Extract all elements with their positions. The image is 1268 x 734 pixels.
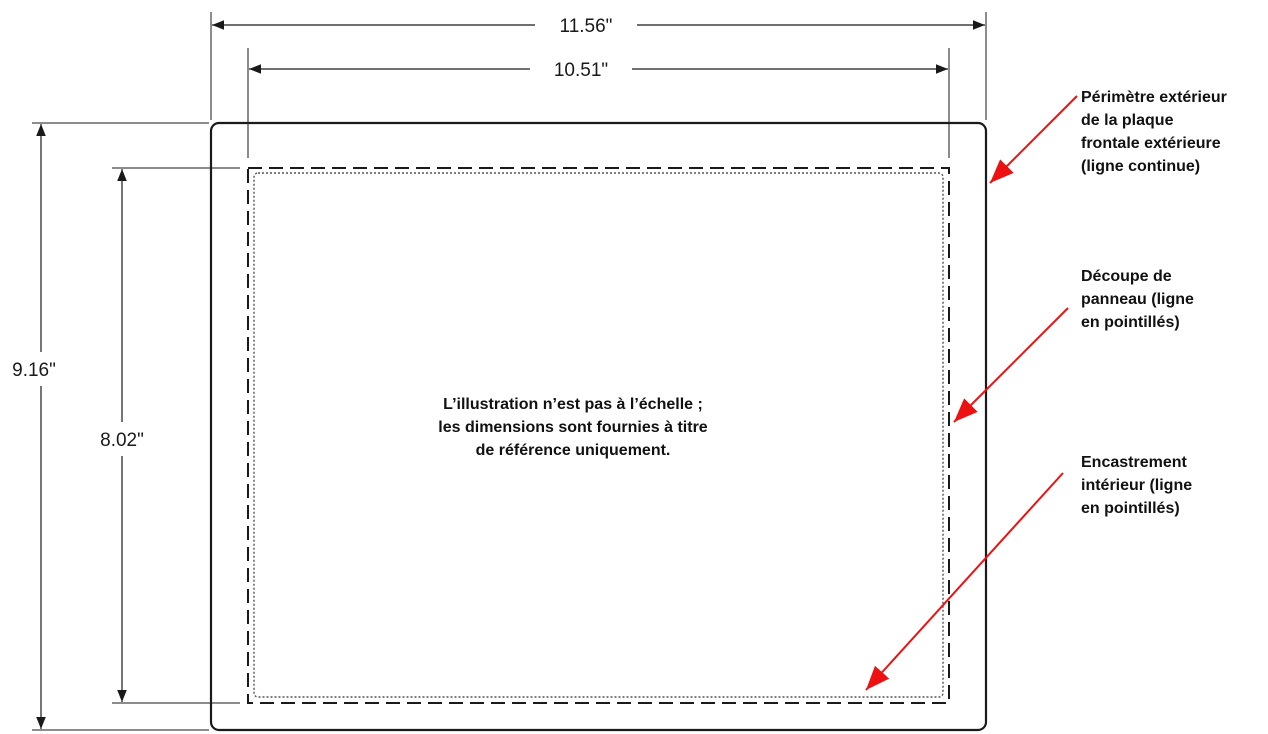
dimension-arrows [36,20,985,729]
faceplate-callout-arrow [989,95,1078,184]
scale-note-line-2: les dimensions sont fournies à titre [438,419,707,436]
outer-height-label: 9.16" [12,360,56,381]
cutout-height-label-bg [82,422,162,456]
callout-cutout-line-2: panneau (ligne [1081,291,1194,308]
cutout-callout-arrow [953,307,1069,423]
cutout-height-label: 8.02" [100,430,144,451]
outer-height-label-bg [0,352,70,386]
recess-callout-arrow [865,472,1064,691]
callout-arrows [865,95,1078,691]
callout-recess-line-3: en pointillés) [1081,500,1180,517]
scale-note-line-1: L’illustration n’est pas à l’échelle ; [443,396,703,413]
callout-recess-line-1: Encastrement [1081,454,1187,471]
panel-cutout [247,167,950,704]
callout-faceplate-label: Périmètre extérieur de la plaque frontal… [1081,89,1227,175]
callout-faceplate-line-3: frontale extérieure [1081,135,1221,152]
callout-faceplate-line-1: Périmètre extérieur [1081,89,1227,106]
callout-cutout-line-3: en pointillés) [1081,314,1180,331]
inner-recess [253,172,944,698]
cutout-width-label: 10.51" [554,60,608,81]
callout-recess-line-2: intérieur (ligne [1081,477,1192,494]
callout-recess-label: Encastrement intérieur (ligne en pointil… [1081,454,1192,517]
scale-note-line-3: de référence uniquement. [476,442,671,459]
scale-note: L’illustration n’est pas à l’échelle ; l… [438,396,707,459]
callout-cutout-label: Découpe de panneau (ligne en pointillés) [1081,268,1194,331]
outer-width-label: 11.56" [560,16,613,37]
callout-faceplate-line-2: de la plaque [1081,112,1174,129]
callout-cutout-line-1: Découpe de [1081,268,1172,285]
extension-lines [32,12,987,731]
faceplate-perimeter [209,121,988,732]
callout-faceplate-line-4: (ligne continue) [1081,158,1200,175]
